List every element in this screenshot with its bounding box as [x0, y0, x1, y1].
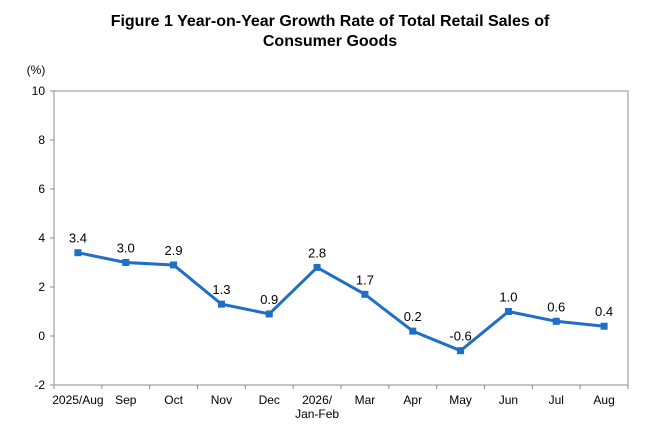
- data-label: 1.7: [356, 272, 374, 287]
- x-tick-label: Jan-Feb: [295, 407, 339, 421]
- y-tick-label: 10: [32, 84, 46, 98]
- y-unit-label: (%): [27, 63, 46, 77]
- data-point: [265, 310, 273, 318]
- data-point: [409, 327, 417, 335]
- y-tick-label: 0: [38, 329, 45, 343]
- data-label: 3.4: [69, 231, 87, 246]
- y-tick-label: -2: [34, 378, 45, 392]
- data-label: -0.6: [449, 329, 471, 344]
- x-tick-label: Apr: [403, 393, 422, 407]
- data-point: [122, 259, 130, 266]
- plot-frame: [53, 90, 629, 386]
- data-label: 1.3: [212, 282, 230, 297]
- x-tick-label: Nov: [211, 393, 232, 407]
- data-label: 2.8: [308, 245, 326, 260]
- x-tick-label: Jun: [499, 393, 518, 407]
- x-tick-label: Mar: [355, 393, 376, 407]
- series-line: [76, 251, 606, 353]
- x-tick-label: Jul: [549, 393, 564, 407]
- x-tick-label: May: [449, 393, 472, 407]
- data-label: 0.9: [260, 292, 278, 307]
- data-label: 0.6: [547, 299, 565, 314]
- data-point: [313, 263, 321, 271]
- y-tick-label: 2: [38, 280, 45, 294]
- y-axis: -2 0 2 4 6 8 10: [32, 84, 54, 392]
- data-point: [457, 347, 465, 355]
- y-tick-label: 8: [38, 133, 45, 147]
- y-tick-label: 4: [38, 231, 45, 245]
- chart-title-line-2: Consumer Goods: [262, 33, 398, 50]
- data-point: [170, 261, 178, 269]
- data-point: [552, 317, 560, 325]
- data-label: 1.0: [499, 290, 517, 305]
- chart-title: Figure 1 Year-on-Year Growth Rate of Tot…: [0, 12, 660, 52]
- x-tick-label: Sep: [115, 393, 137, 407]
- x-tick-label: 2026/: [302, 393, 333, 407]
- x-tick-label: Dec: [259, 393, 280, 407]
- x-tick-label: 2025/Aug: [52, 393, 103, 407]
- data-point: [361, 290, 369, 298]
- y-tick-label: 6: [38, 182, 45, 196]
- data-point: [600, 322, 608, 330]
- data-label: 3.0: [117, 241, 135, 256]
- chart-title-line-1: Figure 1 Year-on-Year Growth Rate of Tot…: [110, 13, 550, 30]
- data-label: 0.2: [404, 309, 422, 324]
- data-label: 2.9: [165, 243, 183, 258]
- x-tick-label: Oct: [164, 393, 183, 407]
- data-point: [217, 300, 225, 308]
- x-axis: 2025/Aug Sep Oct Nov Dec 2026/Jan-Feb Mar Apr Ma…: [52, 385, 629, 421]
- data-point: [74, 249, 82, 257]
- data-label: 0.4: [595, 304, 613, 319]
- data-point: [504, 308, 512, 315]
- x-tick-label: Aug: [593, 393, 614, 407]
- series-layer: 3.4 3.0 2.9 1.3 0.9 2.8 1.7 0.2 -0.6 1.0 0.6 0.4: [69, 231, 613, 355]
